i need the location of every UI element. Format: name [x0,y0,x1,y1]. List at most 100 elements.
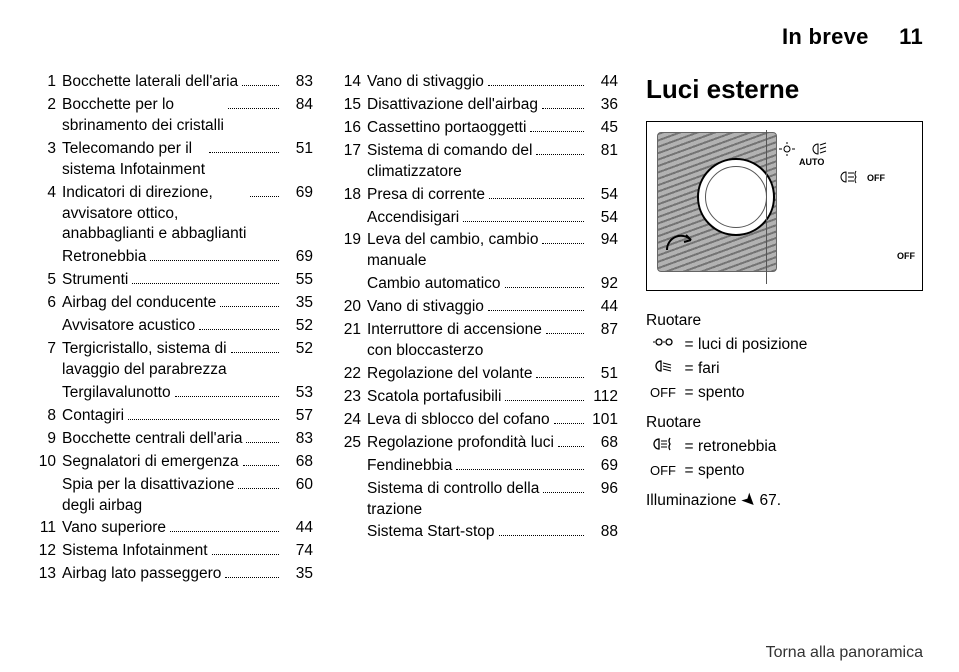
index-entry[interactable]: 9Bocchette centrali dell'aria83 [36,429,313,450]
leader-dots [536,377,584,378]
entry-label: Scatola portafusibili [367,387,501,408]
index-entry[interactable]: 16Cassettino portaoggetti45 [341,118,618,139]
entry-page: 96 [588,479,618,500]
legend-value: luci di posizione [698,333,923,357]
index-entry[interactable]: 8Contagiri57 [36,406,313,427]
leader-dots [220,306,279,307]
entry-number: 9 [36,429,62,450]
index-entry[interactable]: 22Regolazione del volante51 [341,364,618,385]
entry-page: 44 [283,518,313,539]
index-entry[interactable]: 14Vano di stivaggio44 [341,72,618,93]
index-subentry[interactable]: Spia per la disattivazione degli airbag6… [36,475,313,517]
entry-page: 35 [283,564,313,585]
entry-page: 68 [283,452,313,473]
entry-label: Indicatori di direzione, avvisatore otti… [62,183,246,246]
entry-number: 13 [36,564,62,585]
index-entry[interactable]: 6Airbag del conducente35 [36,293,313,314]
leader-dots [250,196,279,197]
entry-label: Bocchette per lo sbrinamento dei cristal… [62,95,224,137]
entry-number: 11 [36,518,62,539]
leader-dots [243,465,279,466]
entry-label: Disattivazione dell'airbag [367,95,538,116]
index-subentry[interactable]: Sistema di controllo della trazione96 [341,479,618,521]
entry-page: 44 [588,297,618,318]
entry-label: Vano superiore [62,518,166,539]
leader-dots [542,108,584,109]
rotate-label-1: Ruotare [646,309,923,333]
index-entry[interactable]: 10Segnalatori di emergenza68 [36,452,313,473]
rotate-label-2: Ruotare [646,411,923,435]
leader-dots [456,469,584,470]
entry-number: 5 [36,270,62,291]
entry-page: 55 [283,270,313,291]
reference-arrow-icon: ➤ [736,488,762,514]
index-entry[interactable]: 19Leva del cambio, cambio manuale94 [341,230,618,272]
index-entry[interactable]: 3Telecomando per il sistema Infotainment… [36,139,313,181]
illumination-page[interactable]: 67. [759,489,781,513]
index-entry[interactable]: 21Interruttore di accensione con bloccas… [341,320,618,362]
legend-row: =luci di posizione [646,333,923,357]
entry-page: 53 [283,383,313,404]
index-entry[interactable]: 11Vano superiore 44 [36,518,313,539]
rotate-arrow-icon [663,230,697,256]
entry-page: 74 [283,541,313,562]
chapter-title: In breve [782,24,869,49]
entry-number: 14 [341,72,367,93]
index-subentry[interactable]: Tergilavalunotto53 [36,383,313,404]
index-entry[interactable]: 2Bocchette per lo sbrinamento dei crista… [36,95,313,137]
rearfog-icon [646,437,680,451]
entry-label: Regolazione del volante [367,364,532,385]
legend-row: OFF=spento [646,381,923,405]
entry-page: 52 [283,316,313,337]
index-entry[interactable]: 4Indicatori di direzione, avvisatore ott… [36,183,313,246]
entry-number: 10 [36,452,62,473]
index-subentry[interactable]: Sistema Start-stop88 [341,522,618,543]
lowbeam-icon [646,359,680,373]
section-heading: Luci esterne [646,72,923,107]
index-subentry[interactable]: Fendinebbia69 [341,456,618,477]
entry-number: 25 [341,433,367,454]
entry-page: 51 [283,139,313,160]
index-subentry[interactable]: Avvisatore acustico52 [36,316,313,337]
index-entry[interactable]: 5Strumenti55 [36,270,313,291]
index-entry[interactable]: 23Scatola portafusibili112 [341,387,618,408]
entry-number: 2 [36,95,62,116]
entry-page: 112 [588,387,618,408]
back-to-overview-link[interactable]: Torna alla panoramica [766,644,923,662]
legend-symbol-text: OFF [646,461,680,481]
leader-dots [170,531,279,532]
index-entry[interactable]: 20Vano di stivaggio44 [341,297,618,318]
index-subentry[interactable]: Cambio automatico92 [341,274,618,295]
legend-symbol-text: OFF [646,383,680,403]
leader-dots [530,131,584,132]
index-subentry[interactable]: Retronebbia69 [36,247,313,268]
entry-number: 3 [36,139,62,160]
index-entry[interactable]: 17Sistema di comando del climatizzatore8… [341,141,618,183]
leader-dots [488,85,584,86]
entry-page: 88 [588,522,618,543]
index-entry[interactable]: 1Bocchette laterali dell'aria83 [36,72,313,93]
index-entry[interactable]: 7Tergicristallo, sistema di lavaggio del… [36,339,313,381]
columns-wrap: 1Bocchette laterali dell'aria832Bocchett… [36,72,923,587]
entry-page: 83 [283,72,313,93]
index-entry[interactable]: 18Presa di corrente54 [341,185,618,206]
entry-label: Airbag lato passeggero [62,564,221,585]
index-entry[interactable]: 25Regolazione profondità luci68 [341,433,618,454]
leader-dots [546,333,584,334]
leader-dots [242,85,279,86]
leader-dots [209,152,279,153]
index-subentry[interactable]: Accendisigari54 [341,208,618,229]
index-entry[interactable]: 13Airbag lato passeggero 35 [36,564,313,585]
rearfog-icon [839,170,859,189]
index-entry[interactable]: 15Disattivazione dell'airbag36 [341,95,618,116]
entry-page: 84 [283,95,313,116]
index-entry[interactable]: 24Leva di sblocco del cofano101 [341,410,618,431]
content-column-right: Luci esterne [646,72,923,587]
entry-label: Telecomando per il sistema Infotainment [62,139,205,181]
entry-label: Airbag del conducente [62,293,216,314]
leader-dots [231,352,279,353]
index-entry[interactable]: 12Sistema Infotainment74 [36,541,313,562]
leader-dots [175,396,279,397]
entry-page: 45 [588,118,618,139]
leader-dots [543,492,584,493]
